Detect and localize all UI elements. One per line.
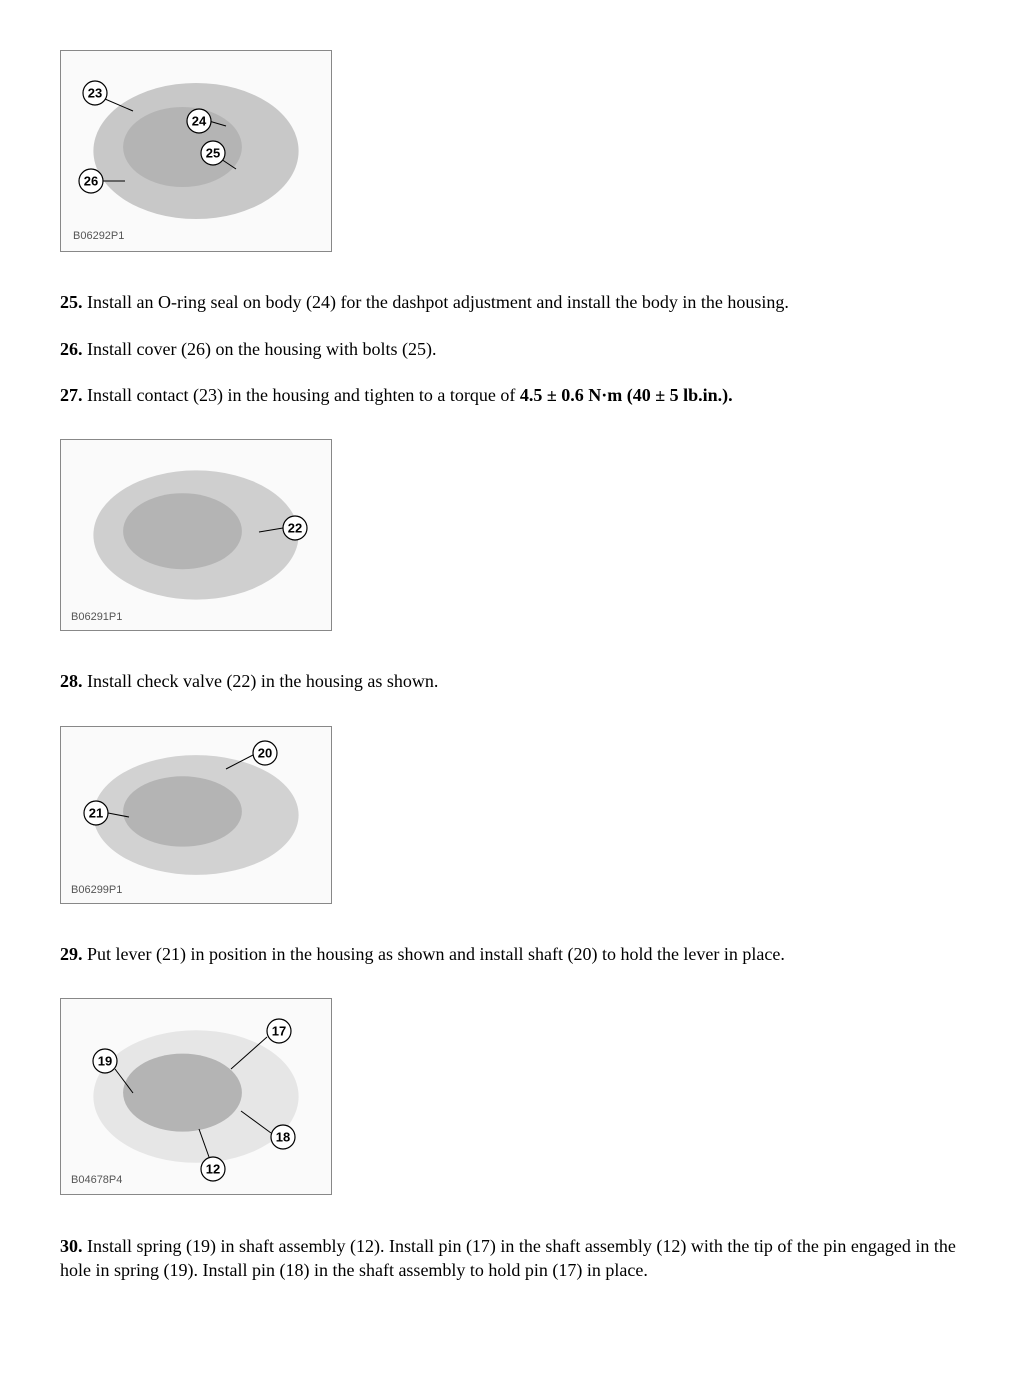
step-25: 25. Install an O-ring seal on body (24) … <box>60 290 964 314</box>
step-26: 26. Install cover (26) on the housing wi… <box>60 337 964 361</box>
step-27-text-before: Install contact (23) in the housing and … <box>83 385 520 405</box>
step-27-torque: 4.5 ± 0.6 N·m (40 ± 5 lb.in.). <box>520 385 733 405</box>
svg-text:22: 22 <box>288 521 302 536</box>
figure-lever-shaft: 20 21 B06299P1 <box>60 726 332 904</box>
figure-shaft-assembly: 17 19 18 12 B04678P4 <box>60 998 332 1195</box>
step-28: 28. Install check valve (22) in the hous… <box>60 669 964 693</box>
svg-text:20: 20 <box>258 745 272 760</box>
svg-text:24: 24 <box>192 114 207 129</box>
svg-text:21: 21 <box>89 805 103 820</box>
svg-text:26: 26 <box>84 174 98 189</box>
step-26-num: 26. <box>60 339 83 359</box>
figure-check-valve: 22 B06291P1 <box>60 439 332 631</box>
svg-text:25: 25 <box>206 146 220 161</box>
step-29: 29. Put lever (21) in position in the ho… <box>60 942 964 966</box>
step-25-text: Install an O-ring seal on body (24) for … <box>83 292 789 312</box>
step-30: 30. Install spring (19) in shaft assembl… <box>60 1234 964 1283</box>
svg-text:18: 18 <box>276 1130 290 1145</box>
svg-text:12: 12 <box>206 1162 220 1177</box>
step-27: 27. Install contact (23) in the housing … <box>60 383 964 407</box>
step-26-text: Install cover (26) on the housing with b… <box>83 339 437 359</box>
svg-text:17: 17 <box>272 1024 286 1039</box>
step-28-text: Install check valve (22) in the housing … <box>83 671 439 691</box>
step-29-text: Put lever (21) in position in the housin… <box>83 944 785 964</box>
svg-text:B06291P1: B06291P1 <box>71 611 122 623</box>
step-29-num: 29. <box>60 944 83 964</box>
step-25-num: 25. <box>60 292 83 312</box>
step-28-num: 28. <box>60 671 83 691</box>
step-30-text: Install spring (19) in shaft assembly (1… <box>60 1236 956 1280</box>
svg-text:23: 23 <box>88 86 102 101</box>
figure-housing-body: 23 24 25 26 B06292P1 <box>60 50 332 252</box>
svg-text:B06299P1: B06299P1 <box>71 884 122 896</box>
svg-text:19: 19 <box>98 1054 112 1069</box>
step-27-num: 27. <box>60 385 83 405</box>
step-30-num: 30. <box>60 1236 83 1256</box>
svg-text:B06292P1: B06292P1 <box>73 230 124 242</box>
svg-text:B04678P4: B04678P4 <box>71 1174 122 1186</box>
